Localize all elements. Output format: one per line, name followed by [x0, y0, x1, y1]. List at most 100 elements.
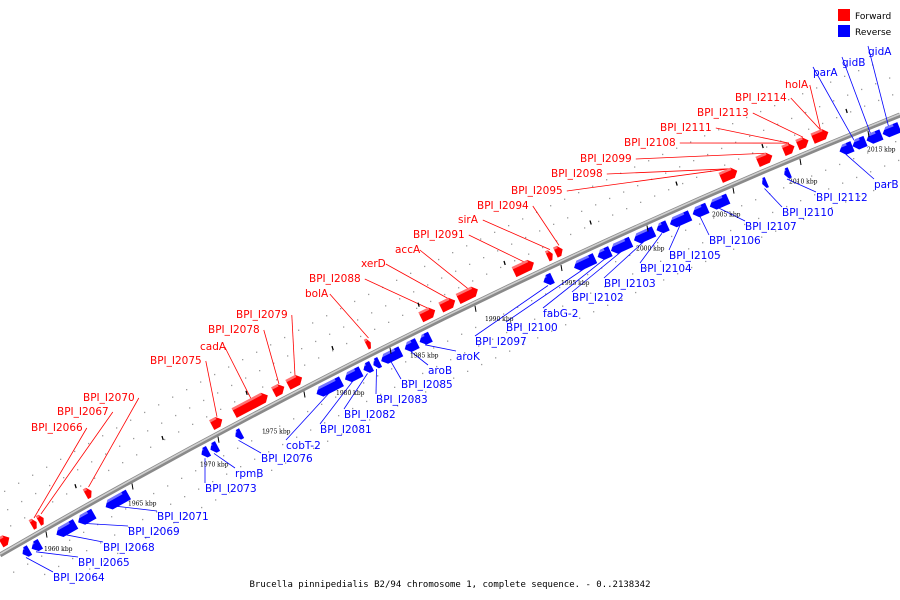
reverse-gene-label: BPI_I2083: [376, 394, 428, 406]
forward-leader-line: [291, 314, 296, 376]
guide-dot: [117, 552, 119, 555]
guide-dot: [234, 401, 236, 403]
reverse-leader-line: [213, 453, 236, 469]
guide-dot: [116, 427, 118, 429]
guide-dot: [464, 352, 466, 354]
gene-arrow: [795, 137, 809, 151]
gene-arrow: [784, 167, 792, 179]
guide-dot: [609, 197, 611, 200]
guide-dot: [131, 545, 133, 547]
guide-dot: [397, 405, 399, 407]
guide-dot: [147, 430, 149, 432]
gene-labels: BPI_I2066 BPI_I2067 BPI_I2070 BPI_I2075 cadA…: [31, 46, 899, 584]
guide-dot: [480, 238, 482, 240]
guide-dot: [371, 312, 373, 314]
forward-leader-line: [790, 97, 821, 131]
gene-arrow: [231, 392, 268, 418]
guide-dot: [814, 194, 816, 196]
forward-gene-feature: [209, 416, 223, 430]
guide-dot: [777, 123, 779, 125]
reverse-leader-line: [845, 154, 875, 180]
guide-dot: [419, 354, 421, 356]
guide-dot: [52, 501, 54, 503]
reverse-leader-line: [424, 344, 457, 352]
guide-dot: [159, 529, 161, 531]
guide-dot: [696, 176, 698, 178]
guide-dot: [89, 568, 91, 570]
legend-forward-label: Forward: [855, 12, 891, 22]
gene-arrow: [316, 376, 344, 397]
guide-dot: [363, 382, 365, 384]
gene-arrow: [781, 143, 795, 157]
guide-dot: [811, 175, 813, 177]
guide-dot: [634, 166, 636, 168]
guide-dot: [181, 477, 183, 479]
gene-arrow-shine: [782, 168, 786, 172]
guide-dot: [299, 455, 301, 457]
reverse-gene-feature: [864, 129, 884, 144]
guide-dot: [18, 482, 20, 484]
gene-arrow-shine: [541, 275, 547, 280]
reverse-leader-line: [116, 505, 158, 512]
upper-dash: [675, 181, 678, 186]
forward-gene-label: bolA: [305, 288, 329, 300]
gene-arrow: [201, 445, 212, 458]
guide-dot: [433, 347, 435, 349]
guide-dot: [312, 322, 314, 324]
guide-dot: [276, 379, 278, 381]
gene-arrow: [31, 539, 44, 552]
guide-dot: [293, 418, 295, 420]
gene-arrow-shine: [667, 212, 685, 222]
gene-arrow: [209, 416, 223, 430]
guide-dot: [548, 312, 550, 314]
guide-dot: [285, 462, 287, 464]
forward-gene-feature: [810, 128, 829, 144]
guide-dot: [385, 305, 387, 307]
scale-tick-label: 1965 kbp: [128, 501, 157, 508]
gene-arrow-shine: [511, 259, 529, 270]
guide-dot: [511, 243, 513, 245]
guide-dot: [719, 254, 721, 256]
gene-arrow-shine: [271, 384, 279, 390]
scale-tick-mark: [389, 347, 392, 354]
guide-dot: [831, 207, 833, 209]
gene-arrow-shine: [19, 547, 25, 552]
reverse-leader-line: [65, 534, 104, 543]
guide-dot: [284, 336, 286, 339]
guide-dot: [856, 176, 858, 179]
guide-dot: [105, 453, 107, 455]
guide-dot: [139, 500, 141, 502]
guide-dot: [86, 550, 88, 552]
guide-dot: [564, 198, 566, 200]
guide-dot: [74, 450, 76, 453]
scale-tick-mark: [732, 187, 735, 194]
genome-backbone: [0, 112, 900, 558]
reverse-gene-label: BPI_I2103: [604, 278, 656, 290]
forward-gene-label: BPI_I2098: [551, 168, 603, 180]
guide-dot: [237, 447, 239, 449]
guide-dot: [310, 429, 312, 431]
guide-dot: [408, 379, 410, 381]
forward-gene-feature: [544, 250, 553, 262]
reverse-leader-line: [25, 557, 54, 573]
gene-arrow-shine: [314, 378, 336, 392]
upper-dash: [845, 108, 848, 114]
guide-dot: [657, 242, 659, 244]
forward-gene-label: xerD: [361, 258, 386, 270]
guide-dot: [497, 250, 499, 252]
guide-dot: [520, 325, 522, 327]
upper-dash: [74, 484, 77, 489]
guide-dot: [343, 326, 345, 328]
guide-dot: [198, 488, 200, 490]
forward-gene-label: cadA: [200, 341, 227, 353]
guide-dot: [438, 258, 440, 261]
sequence-title: Brucella pinnipedialis B2/94 chromosome …: [250, 580, 651, 590]
guide-dot: [486, 273, 488, 275]
guide-dot: [452, 252, 454, 254]
gene-arrow: [78, 508, 97, 525]
guide-dot: [444, 293, 446, 296]
gene-arrow-shine: [837, 143, 847, 149]
guide-dot: [83, 531, 85, 533]
guide-dot: [441, 277, 443, 279]
